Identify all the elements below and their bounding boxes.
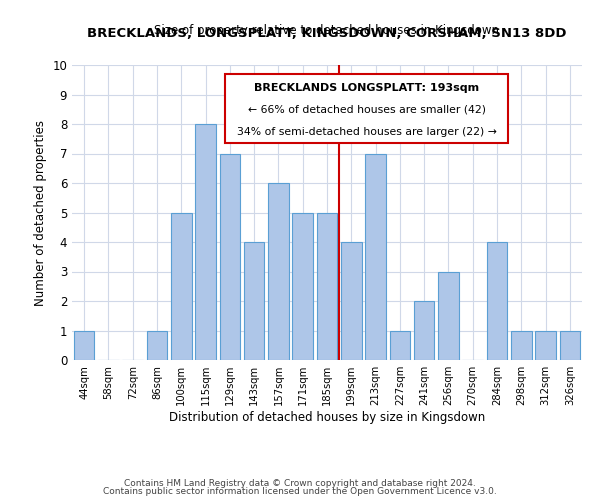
Bar bbox=[511, 330, 532, 360]
Bar bbox=[535, 330, 556, 360]
Text: BRECKLANDS, LONGSPLATT, KINGSDOWN, CORSHAM, SN13 8DD: BRECKLANDS, LONGSPLATT, KINGSDOWN, CORSH… bbox=[87, 27, 567, 40]
Bar bbox=[195, 124, 216, 360]
Bar bbox=[365, 154, 386, 360]
Bar bbox=[220, 154, 240, 360]
Bar bbox=[487, 242, 508, 360]
Text: Contains public sector information licensed under the Open Government Licence v3: Contains public sector information licen… bbox=[103, 487, 497, 496]
Title: Size of property relative to detached houses in Kingsdown: Size of property relative to detached ho… bbox=[155, 24, 499, 38]
Bar bbox=[560, 330, 580, 360]
Bar bbox=[74, 330, 94, 360]
Bar bbox=[244, 242, 265, 360]
FancyBboxPatch shape bbox=[225, 74, 508, 143]
X-axis label: Distribution of detached houses by size in Kingsdown: Distribution of detached houses by size … bbox=[169, 411, 485, 424]
Text: ← 66% of detached houses are smaller (42): ← 66% of detached houses are smaller (42… bbox=[248, 105, 485, 115]
Bar bbox=[389, 330, 410, 360]
Bar bbox=[341, 242, 362, 360]
Bar bbox=[438, 272, 459, 360]
Bar bbox=[171, 212, 191, 360]
Y-axis label: Number of detached properties: Number of detached properties bbox=[34, 120, 47, 306]
Text: 34% of semi-detached houses are larger (22) →: 34% of semi-detached houses are larger (… bbox=[236, 127, 496, 137]
Text: Contains HM Land Registry data © Crown copyright and database right 2024.: Contains HM Land Registry data © Crown c… bbox=[124, 478, 476, 488]
Bar bbox=[292, 212, 313, 360]
Bar bbox=[146, 330, 167, 360]
Bar bbox=[317, 212, 337, 360]
Text: BRECKLANDS LONGSPLATT: 193sqm: BRECKLANDS LONGSPLATT: 193sqm bbox=[254, 82, 479, 92]
Bar bbox=[414, 301, 434, 360]
Bar bbox=[268, 183, 289, 360]
